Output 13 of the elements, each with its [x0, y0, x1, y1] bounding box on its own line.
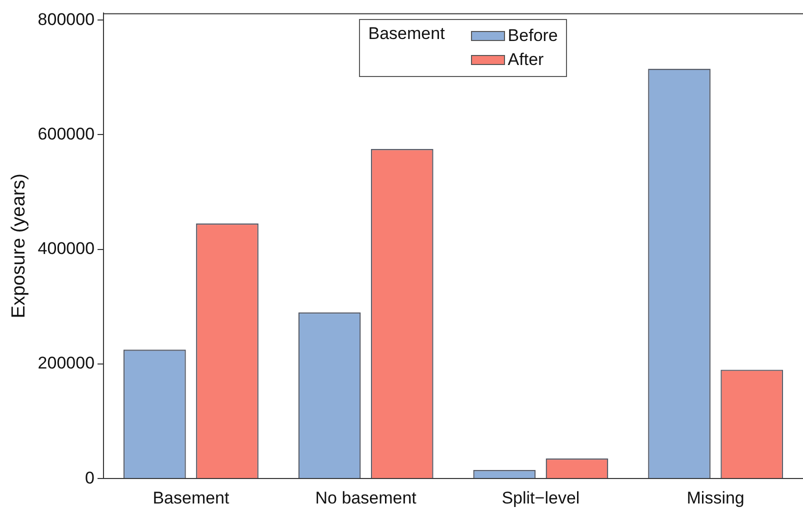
- legend-label: After: [508, 49, 544, 72]
- x-tick-label: Missing: [686, 488, 744, 508]
- x-tick-label: Split−level: [502, 488, 580, 508]
- legend-label: Before: [508, 25, 558, 48]
- y-tick-label: 800000: [38, 10, 95, 29]
- y-axis-title: Exposure (years): [8, 174, 30, 318]
- y-tick-label: 400000: [38, 239, 95, 258]
- y-tick-label: 0: [85, 468, 95, 488]
- x-tick-label: No basement: [315, 488, 417, 508]
- y-tick-label: 600000: [38, 124, 95, 144]
- x-tick-label: Basement: [152, 488, 230, 508]
- y-tick-label: 200000: [38, 354, 95, 373]
- legend-title: Basement: [368, 24, 445, 44]
